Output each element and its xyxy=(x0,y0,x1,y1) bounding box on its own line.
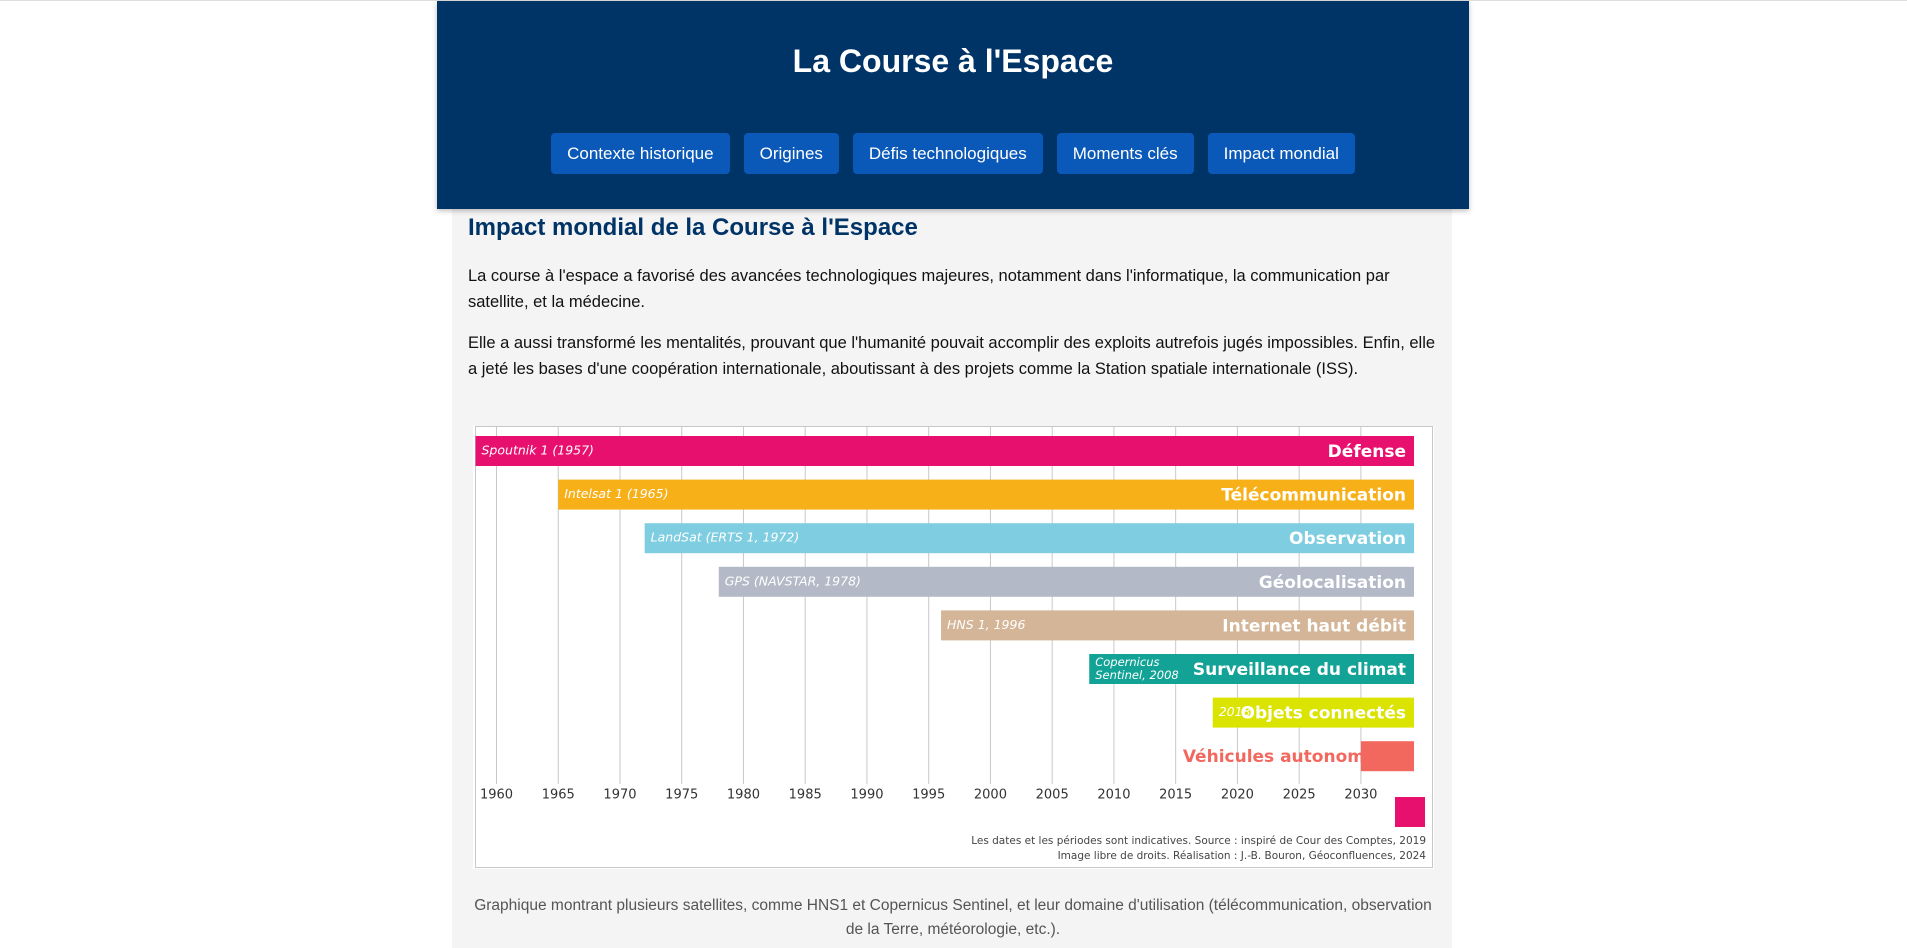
logo xyxy=(1395,797,1425,827)
nav-link[interactable]: Moments clés xyxy=(1056,133,1194,174)
source-note: Image libre de droits. Réalisation : J.-… xyxy=(1058,850,1427,862)
x-tick-label: 1990 xyxy=(850,788,883,803)
satellite-label: 2018 xyxy=(1219,704,1251,719)
timeline-bar xyxy=(718,566,1414,597)
figure-caption: Graphique montrant plusieurs satellites,… xyxy=(474,897,1432,938)
x-tick-label: 2025 xyxy=(1283,788,1316,803)
x-tick-label: 2000 xyxy=(974,788,1007,803)
nav-link[interactable]: Impact mondial xyxy=(1207,133,1355,174)
timeline-bar xyxy=(941,610,1414,641)
x-tick-label: 1995 xyxy=(912,788,945,803)
x-tick-label: 2010 xyxy=(1097,788,1130,803)
timeline-bar xyxy=(1089,654,1414,684)
timeline-bar xyxy=(644,523,1414,554)
chart-frame xyxy=(475,426,1433,868)
domain-label: Objets connectés xyxy=(1241,704,1406,724)
x-tick-label: 1960 xyxy=(480,788,513,803)
x-tick-label: 2020 xyxy=(1221,788,1254,803)
nav-link[interactable]: Origines xyxy=(743,133,839,174)
x-tick-label: 2015 xyxy=(1159,788,1192,803)
site-title: La Course à l'Espace xyxy=(792,43,1114,79)
timeline-bar xyxy=(1212,697,1414,728)
nav-link[interactable]: Contexte historique xyxy=(551,133,730,174)
x-tick-label: 1985 xyxy=(789,788,822,803)
x-tick-label: 2005 xyxy=(1036,788,1069,803)
timeline-chart: 1960 1965 1970 1975 1980 1985 1990 1995 2000 2005… xyxy=(473,426,1434,869)
satellite-label: Copernicus xyxy=(1095,655,1159,669)
paragraph: Elle a aussi transformé les mentalités, … xyxy=(468,334,1436,378)
satellite-label: GPS (NAVSTAR, 1978) xyxy=(725,573,861,588)
site-header: La Course à l'Espace Contexte historique… xyxy=(437,1,1469,209)
timeline-bar xyxy=(475,436,1414,466)
timeline-bar xyxy=(1360,741,1414,772)
satellite-label: LandSat (ERTS 1, 1972) xyxy=(651,530,800,545)
domain-label: Véhicules autonomes... xyxy=(1183,747,1406,767)
domain-label: Internet haut débit xyxy=(1222,616,1406,636)
domain-label: Surveillance du climat xyxy=(1193,660,1406,680)
satellite-label: Spoutnik 1 (1957) xyxy=(482,443,594,458)
x-tick-label: 1965 xyxy=(542,788,575,803)
domain-label: Observation xyxy=(1289,529,1406,549)
x-tick-label: 1980 xyxy=(727,788,760,803)
satellite-label: HNS 1, 1996 xyxy=(947,617,1025,632)
top-border xyxy=(0,0,1907,1)
x-tick-label: 1975 xyxy=(665,788,698,803)
timeline-bar xyxy=(558,479,1414,510)
nav-link[interactable]: Défis technologiques xyxy=(852,133,1043,174)
x-tick-label: 2030 xyxy=(1344,788,1377,803)
domain-label: Défense xyxy=(1328,442,1406,462)
x-tick-label: 1970 xyxy=(603,788,636,803)
paragraph: La course à l'espace a favorisé des avan… xyxy=(468,267,1390,311)
domain-label: Géolocalisation xyxy=(1259,573,1406,593)
section-heading: Impact mondial de la Course à l'Espace xyxy=(468,214,918,241)
nav-bar: Contexte historique Origines Défis techn… xyxy=(437,133,1469,174)
satellite-label: Intelsat 1 (1965) xyxy=(564,486,668,501)
satellite-label: Sentinel, 2008 xyxy=(1095,668,1179,682)
source-note: Les dates et les périodes sont indicativ… xyxy=(971,835,1426,847)
domain-label: Télécommunication xyxy=(1221,486,1406,506)
